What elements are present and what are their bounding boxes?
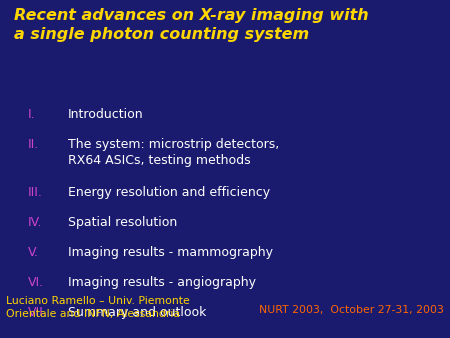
Text: IV.: IV. — [28, 216, 42, 229]
Text: Summary and outlook: Summary and outlook — [68, 306, 207, 319]
Text: Introduction: Introduction — [68, 108, 144, 121]
Text: Luciano Ramello – Univ. Piemonte
Orientale and INFN, Alessandria: Luciano Ramello – Univ. Piemonte Orienta… — [6, 296, 190, 319]
Text: NURT 2003,  October 27-31, 2003: NURT 2003, October 27-31, 2003 — [259, 305, 444, 315]
Text: Spatial resolution: Spatial resolution — [68, 216, 177, 229]
Text: VI.: VI. — [28, 276, 44, 289]
Text: I.: I. — [28, 108, 36, 121]
Text: V.: V. — [28, 246, 39, 259]
Text: VII.: VII. — [28, 306, 48, 319]
Text: The system: microstrip detectors,
RX64 ASICs, testing methods: The system: microstrip detectors, RX64 A… — [68, 138, 279, 167]
Text: Energy resolution and efficiency: Energy resolution and efficiency — [68, 186, 270, 199]
Text: Imaging results - mammography: Imaging results - mammography — [68, 246, 273, 259]
Text: Imaging results - angiography: Imaging results - angiography — [68, 276, 256, 289]
Text: III.: III. — [28, 186, 43, 199]
Text: II.: II. — [28, 138, 39, 151]
Text: Recent advances on X-ray imaging with
a single photon counting system: Recent advances on X-ray imaging with a … — [14, 8, 369, 42]
